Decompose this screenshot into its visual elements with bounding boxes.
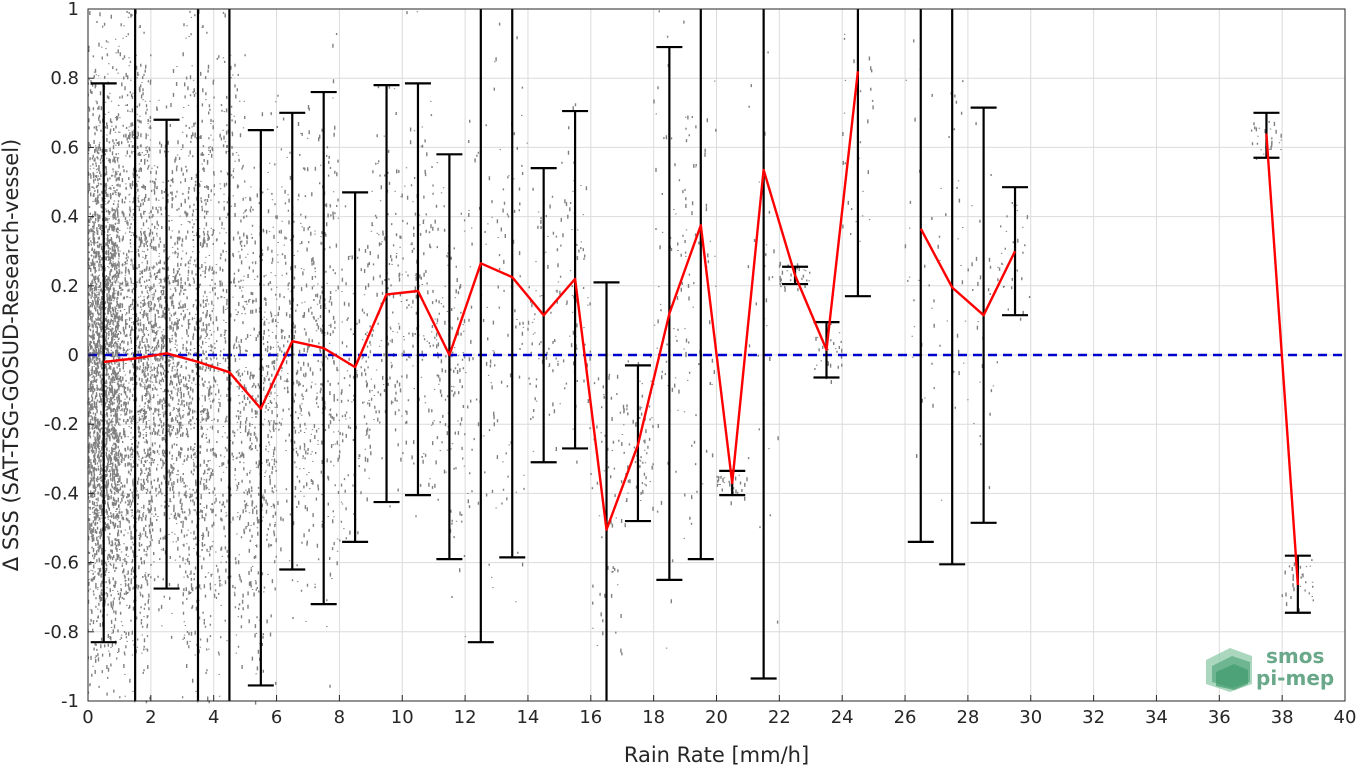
y-tick-label: -0.4 bbox=[44, 483, 79, 504]
smos-pi-mep-logo: smos pi-mep bbox=[1206, 644, 1334, 692]
x-tick-label: 22 bbox=[768, 707, 791, 728]
x-axis-label: Rain Rate [mm/h] bbox=[624, 743, 809, 767]
y-tick-label: 0.6 bbox=[50, 137, 79, 158]
logo-text-pi-mep: pi-mep bbox=[1256, 666, 1334, 690]
x-tick-label: 26 bbox=[894, 707, 917, 728]
x-tick-label: 12 bbox=[454, 707, 477, 728]
y-axis-label: Δ SSS (SAT-TSG-GOSUD-Research-vessel) bbox=[0, 139, 23, 571]
y-tick-label: -0.2 bbox=[44, 414, 79, 435]
x-tick-label: 32 bbox=[1082, 707, 1105, 728]
x-tick-label: 38 bbox=[1271, 707, 1294, 728]
y-tick-label: 0.4 bbox=[50, 207, 79, 228]
scatter-points bbox=[87, 9, 1314, 705]
mean-curve bbox=[103, 71, 1300, 586]
x-tick-label: 30 bbox=[1019, 707, 1042, 728]
x-tick-label: 20 bbox=[705, 707, 728, 728]
x-tick-label: 18 bbox=[642, 707, 665, 728]
x-tick-label: 16 bbox=[579, 707, 602, 728]
x-tick-label: 36 bbox=[1208, 707, 1231, 728]
y-tick-label: 0 bbox=[68, 345, 79, 366]
x-tick-label: 6 bbox=[271, 707, 282, 728]
axis-ticks: 0 2 4 6 8 10 12 14 16 18 20 22 24 26 28 30 32 34 36 38 40-1-… bbox=[44, 0, 1357, 728]
scatter-point-cloud bbox=[87, 9, 1314, 705]
mean-line-segment bbox=[103, 71, 860, 531]
x-tick-label: 14 bbox=[516, 707, 539, 728]
x-tick-label: 40 bbox=[1334, 707, 1357, 728]
x-tick-label: 34 bbox=[1145, 707, 1168, 728]
x-tick-label: 10 bbox=[391, 707, 414, 728]
y-tick-label: -0.6 bbox=[44, 553, 79, 574]
mean-line-segment bbox=[919, 228, 1017, 317]
x-tick-label: 28 bbox=[956, 707, 979, 728]
x-tick-label: 8 bbox=[334, 707, 345, 728]
logo-text-smos: smos bbox=[1266, 644, 1324, 668]
x-tick-label: 2 bbox=[145, 707, 156, 728]
y-tick-label: 0.2 bbox=[50, 276, 79, 297]
x-tick-label: 24 bbox=[831, 707, 854, 728]
y-tick-label: -1 bbox=[61, 691, 79, 712]
x-tick-label: 0 bbox=[82, 707, 93, 728]
y-tick-label: 0.8 bbox=[50, 68, 79, 89]
y-tick-label: -0.8 bbox=[44, 622, 79, 643]
logo-emblem-icon bbox=[1206, 648, 1252, 692]
mean-line-segment bbox=[1265, 133, 1300, 586]
x-tick-label: 4 bbox=[208, 707, 219, 728]
y-tick-label: 1 bbox=[68, 0, 79, 20]
